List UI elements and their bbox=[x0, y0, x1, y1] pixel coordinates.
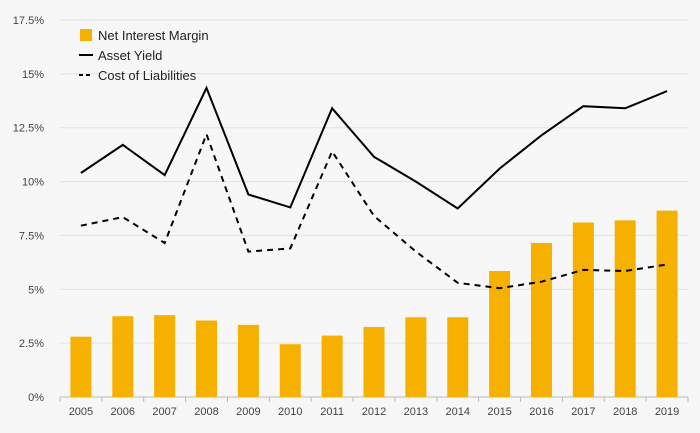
x-tick-label: 2010 bbox=[278, 406, 302, 418]
bar bbox=[530, 242, 552, 397]
y-tick-label: 15% bbox=[22, 69, 44, 81]
x-tick-label: 2012 bbox=[362, 406, 386, 418]
bar bbox=[656, 210, 678, 397]
y-tick-label: 7.5% bbox=[19, 230, 44, 242]
y-tick-label: 2.5% bbox=[19, 338, 44, 350]
bar bbox=[363, 326, 385, 397]
y-tick-label: 5% bbox=[28, 284, 44, 296]
y-axis: 0% 2.5% 5% 7.5% 10% 12.5% 15% 17.5% bbox=[13, 15, 44, 404]
bar bbox=[237, 324, 259, 397]
legend: Net Interest Margin Asset Yield Cost of Li… bbox=[79, 28, 209, 83]
legend-label: Asset Yield bbox=[98, 48, 162, 63]
bar bbox=[279, 344, 301, 397]
x-tick-label: 2005 bbox=[69, 406, 93, 418]
y-tick-label: 12.5% bbox=[13, 123, 44, 135]
x-tick-label: 2018 bbox=[613, 406, 637, 418]
x-tick-label: 2011 bbox=[320, 406, 344, 418]
y-tick-label: 17.5% bbox=[13, 15, 44, 27]
x-tick-label: 2014 bbox=[445, 406, 469, 418]
line-series bbox=[80, 85, 668, 290]
bar bbox=[70, 336, 92, 397]
legend-label: Cost of Liabilities bbox=[98, 68, 197, 83]
x-tick-label: 2013 bbox=[404, 406, 428, 418]
bar bbox=[447, 317, 469, 397]
x-tick-label: 2008 bbox=[194, 406, 218, 418]
bar bbox=[196, 320, 218, 397]
bar bbox=[321, 335, 343, 397]
x-tick-label: 2016 bbox=[529, 406, 553, 418]
x-tick-label: 2006 bbox=[111, 406, 135, 418]
x-tick-label: 2017 bbox=[571, 406, 595, 418]
x-tick-label: 2015 bbox=[487, 406, 511, 418]
bar bbox=[572, 222, 594, 397]
x-axis: 2005 2006 2007 2008 2009 2010 2011 2012 2013 2014… bbox=[59, 397, 689, 418]
bar bbox=[112, 316, 134, 397]
bar bbox=[405, 317, 427, 397]
bar bbox=[154, 315, 176, 397]
x-tick-label: 2009 bbox=[236, 406, 260, 418]
series-line bbox=[80, 85, 668, 210]
x-tick-label: 2007 bbox=[152, 406, 176, 418]
bar-series bbox=[70, 210, 678, 397]
y-tick-label: 10% bbox=[22, 177, 44, 189]
legend-label: Net Interest Margin bbox=[98, 28, 209, 43]
bar bbox=[614, 220, 636, 397]
y-tick-label: 0% bbox=[28, 392, 44, 404]
x-tick-label: 2019 bbox=[655, 406, 679, 418]
legend-swatch bbox=[80, 29, 92, 41]
bar bbox=[489, 270, 511, 397]
